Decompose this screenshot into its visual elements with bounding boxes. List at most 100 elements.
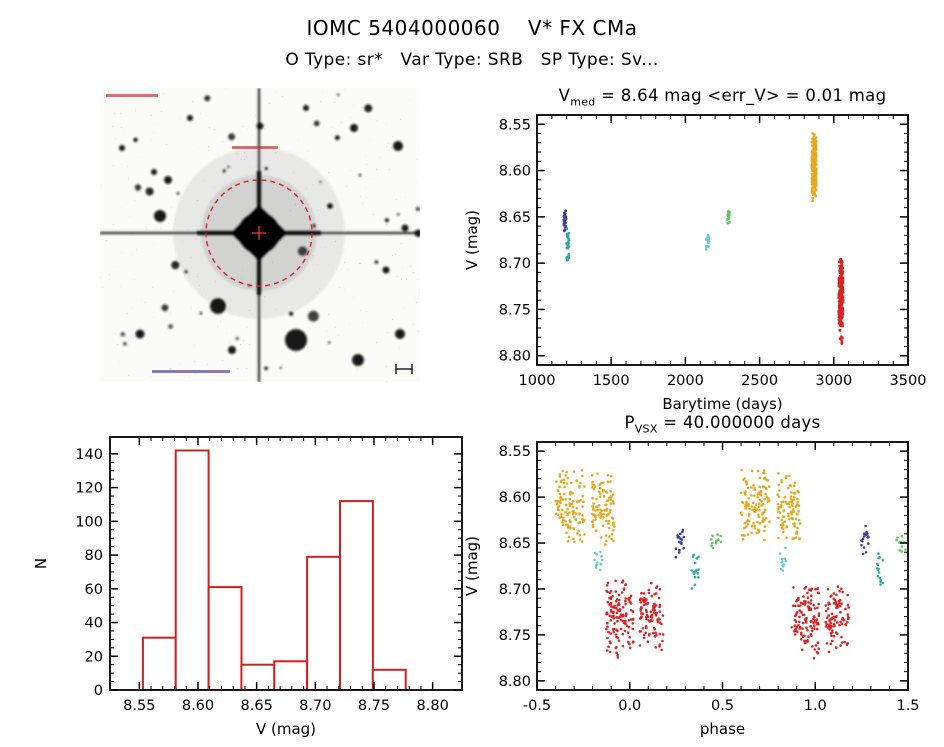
data-point [601, 524, 605, 527]
data-point [830, 594, 833, 597]
noise-dot [395, 254, 396, 255]
data-point [726, 218, 729, 221]
data-point [812, 163, 816, 167]
data-point [754, 503, 758, 506]
histogram-bar [141, 636, 177, 690]
data-point [741, 537, 745, 541]
data-point [814, 194, 817, 198]
data-point [593, 485, 597, 488]
noise-dot [135, 109, 136, 110]
noise-dot [191, 307, 192, 308]
noise-dot [361, 107, 362, 108]
data-point [602, 516, 605, 519]
noise-dot [169, 172, 170, 173]
noise-dot [328, 314, 329, 315]
field-star [123, 342, 127, 346]
data-point [779, 503, 783, 507]
noise-dot [418, 331, 419, 332]
noise-dot [203, 92, 204, 93]
noise-dot [397, 276, 398, 277]
noise-dot [395, 150, 396, 151]
data-point [746, 523, 750, 526]
data-point [805, 620, 808, 623]
data-point [784, 476, 788, 479]
data-point [658, 643, 662, 646]
data-point [826, 588, 830, 591]
data-point [844, 623, 848, 627]
data-point [565, 227, 569, 231]
data-point [790, 516, 794, 520]
noise-dot [266, 95, 267, 96]
noise-dot [413, 324, 414, 325]
noise-dot [173, 291, 174, 292]
data-point [609, 608, 613, 612]
data-point [877, 567, 880, 571]
data-point [797, 491, 801, 494]
lightcurve-plot: 1000 1500 2000 2500 3000 3500 8.55 8.60 8.65 8.70… [463, 114, 926, 413]
noise-dot [109, 274, 110, 275]
data-point [806, 596, 810, 599]
data-point [591, 496, 594, 500]
data-point [796, 500, 800, 504]
data-point [830, 634, 833, 637]
data-point [609, 480, 612, 483]
noise-dot [385, 190, 386, 191]
data-point [864, 551, 868, 554]
data-point [608, 511, 612, 514]
y-tick-label: 60 [85, 582, 103, 598]
data-point [794, 505, 798, 508]
data-point [838, 604, 842, 608]
data-point [575, 507, 579, 510]
data-point [799, 638, 803, 641]
data-point [877, 571, 881, 574]
data-point [607, 645, 610, 649]
data-point [569, 520, 572, 524]
data-point [596, 472, 599, 475]
data-point [559, 480, 563, 484]
data-point [604, 543, 607, 546]
noise-dot [100, 277, 101, 278]
data-point [691, 555, 695, 558]
data-point [764, 492, 767, 496]
data-point [561, 469, 564, 473]
data-point [606, 625, 609, 628]
data-point [780, 557, 784, 561]
data-point [605, 611, 609, 614]
data-point [631, 622, 634, 625]
data-point [794, 604, 797, 608]
data-point [763, 525, 767, 528]
data-point [839, 300, 842, 304]
noise-dot [106, 240, 107, 241]
field-star [227, 165, 230, 169]
data-point [900, 550, 904, 553]
data-point [756, 495, 759, 499]
data-point [607, 519, 611, 523]
data-point [862, 546, 866, 549]
data-point [777, 505, 780, 509]
noise-dot [375, 118, 376, 119]
data-point [810, 166, 814, 169]
data-point [810, 594, 813, 597]
data-point [838, 623, 841, 627]
data-point [807, 606, 811, 610]
noise-dot [360, 310, 361, 311]
data-point [831, 629, 834, 632]
data-point [556, 508, 560, 512]
data-point [612, 616, 615, 620]
data-point [598, 483, 602, 486]
data-point [776, 493, 779, 496]
data-point [762, 469, 766, 472]
data-point [797, 623, 800, 627]
data-point [567, 253, 571, 256]
data-point [578, 538, 582, 541]
noise-dot [214, 129, 215, 130]
field-star [235, 337, 239, 341]
data-point [610, 516, 614, 519]
data-point [568, 504, 572, 508]
data-point [861, 537, 865, 541]
noise-dot [414, 297, 415, 298]
y-tick-label: 120 [75, 481, 103, 497]
data-point [789, 510, 793, 513]
noise-dot [128, 375, 129, 376]
data-point [581, 505, 584, 508]
